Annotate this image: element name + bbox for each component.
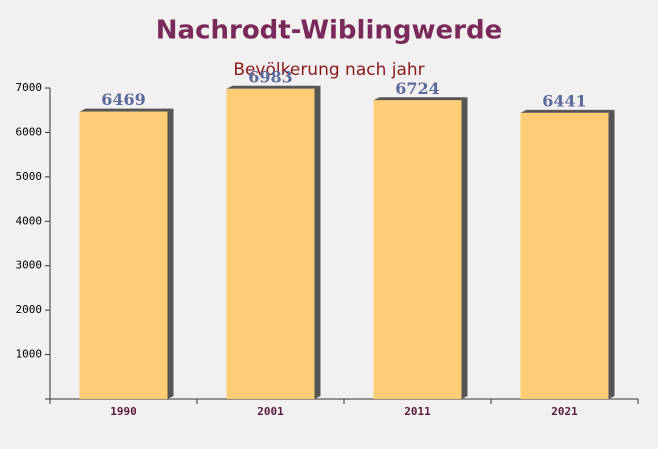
- value-label: 6983: [248, 67, 293, 86]
- bar-shadow-top: [226, 85, 321, 89]
- value-label: 6724: [395, 79, 440, 98]
- y-tick-label: 7000: [16, 81, 43, 94]
- bar: [373, 100, 462, 400]
- x-tick-label: 1990: [110, 405, 137, 418]
- x-tick-label: 2021: [551, 405, 578, 418]
- chart-title: Nachrodt-Wiblingwerde: [156, 16, 502, 46]
- bar: [520, 112, 609, 399]
- bar-shadow-top: [79, 108, 174, 112]
- y-tick-label: 1000: [16, 348, 43, 361]
- bar-shadow-top: [520, 109, 615, 113]
- bar-shadow: [167, 108, 174, 400]
- chart-subtitle: Bevölkerung nach jahr: [233, 60, 424, 80]
- y-tick-label: 5000: [16, 170, 43, 183]
- bar-shadow: [314, 85, 321, 400]
- bar: [79, 111, 168, 400]
- value-label: 6441: [542, 91, 587, 110]
- bar-shadow: [461, 97, 468, 400]
- value-label: 6469: [101, 90, 146, 109]
- x-tick-label: 2001: [257, 405, 284, 418]
- bar: [226, 88, 315, 400]
- x-tick-label: 2011: [404, 405, 431, 418]
- y-tick-label: 6000: [16, 125, 43, 138]
- bar-shadow: [608, 109, 615, 399]
- y-tick-label: 4000: [16, 214, 43, 227]
- y-tick-label: 3000: [16, 259, 43, 272]
- bar-shadow-top: [373, 97, 468, 101]
- y-tick-label: 2000: [16, 303, 43, 316]
